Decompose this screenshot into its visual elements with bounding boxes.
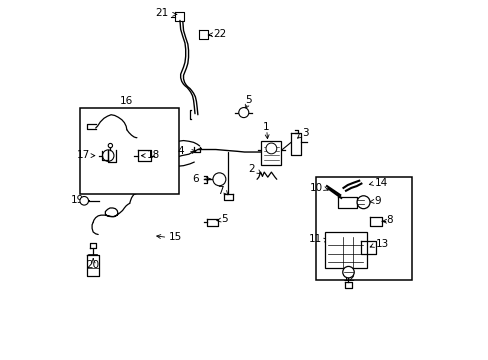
Text: 7: 7 <box>217 186 223 196</box>
Circle shape <box>238 108 248 118</box>
Circle shape <box>80 197 88 205</box>
Text: 15: 15 <box>169 232 182 242</box>
Text: 11: 11 <box>308 234 321 244</box>
Text: 3: 3 <box>302 129 308 138</box>
Text: 14: 14 <box>373 177 387 188</box>
Text: 21: 21 <box>155 8 168 18</box>
Text: 8: 8 <box>386 215 392 225</box>
Text: 2: 2 <box>247 164 254 174</box>
Circle shape <box>212 173 225 186</box>
Circle shape <box>342 266 353 278</box>
Text: 12: 12 <box>342 273 355 283</box>
Text: 17: 17 <box>76 150 89 160</box>
Text: 18: 18 <box>147 150 160 160</box>
Bar <box>80 108 179 194</box>
Bar <box>261 141 281 165</box>
Text: 13: 13 <box>375 239 388 249</box>
Bar <box>316 177 411 280</box>
Text: 10: 10 <box>309 183 323 193</box>
Text: 9: 9 <box>373 196 380 206</box>
Text: 16: 16 <box>119 96 133 106</box>
Text: 19: 19 <box>70 195 83 205</box>
Text: 6: 6 <box>192 174 198 184</box>
Circle shape <box>265 143 276 154</box>
Text: 5: 5 <box>221 215 227 224</box>
Bar <box>324 232 366 268</box>
Circle shape <box>356 196 369 209</box>
Circle shape <box>102 150 114 161</box>
Text: 1: 1 <box>262 122 269 132</box>
Circle shape <box>108 143 112 148</box>
Text: 22: 22 <box>212 29 226 39</box>
Text: 20: 20 <box>86 260 100 270</box>
Text: 4: 4 <box>177 145 184 156</box>
Text: 5: 5 <box>245 95 252 105</box>
